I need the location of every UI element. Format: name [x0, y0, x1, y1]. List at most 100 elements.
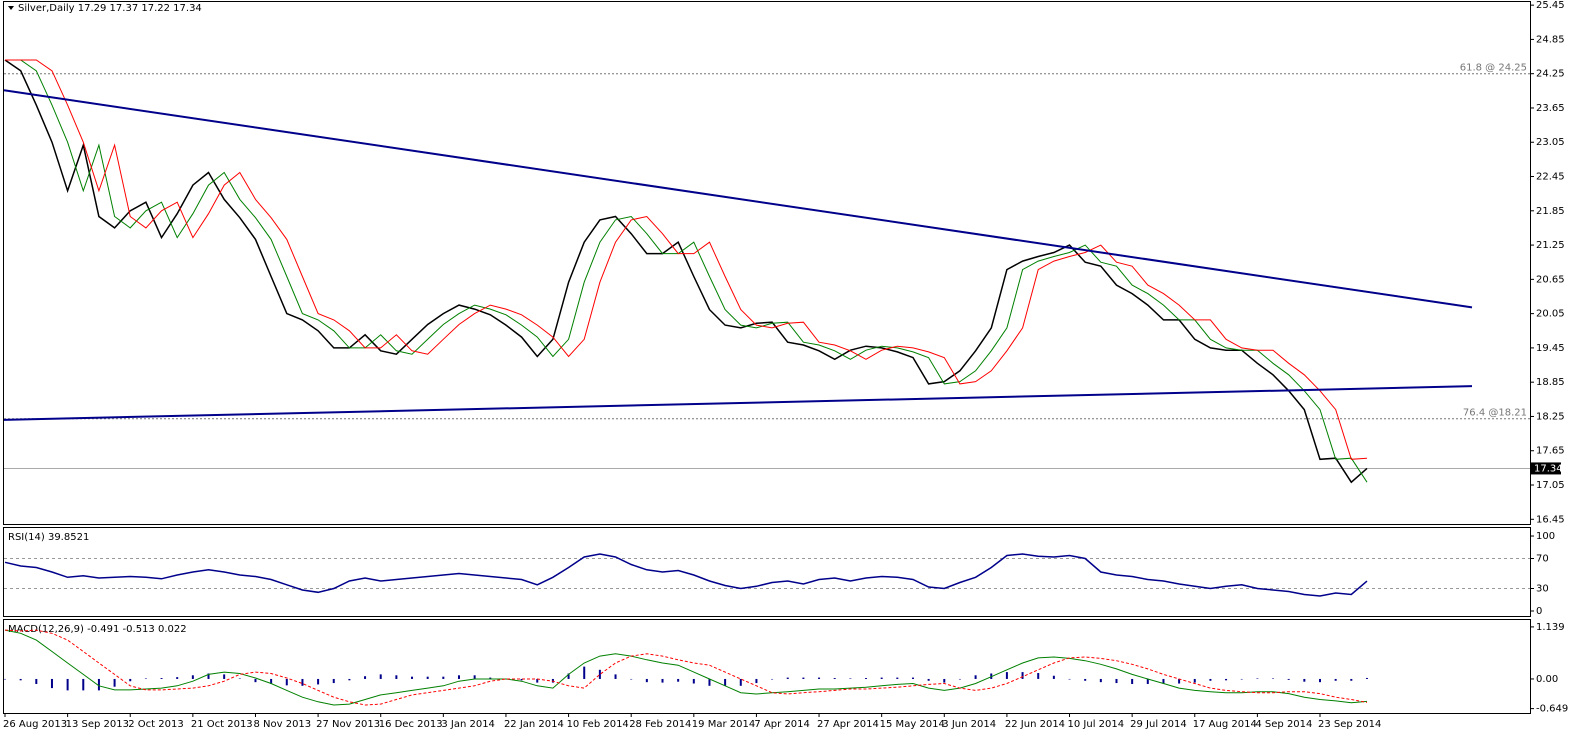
- current-price-box: [1531, 462, 1561, 475]
- histogram-bar: [1303, 678, 1306, 682]
- x-tick-label: 27 Nov 2013: [316, 719, 380, 730]
- histogram-bar: [1131, 678, 1134, 684]
- y-tick-label: 0.00: [1536, 674, 1558, 685]
- histogram-bar: [1334, 678, 1337, 681]
- x-tick-label: 21 Oct 2013: [191, 719, 253, 730]
- histogram-bar: [113, 678, 116, 687]
- menu-arrow: [8, 6, 14, 10]
- histogram-bar: [849, 678, 852, 679]
- histogram-bar: [191, 675, 194, 679]
- histogram-bar: [536, 678, 539, 683]
- histogram-bar: [865, 678, 868, 679]
- y-tick-label: 20.65: [1536, 274, 1565, 285]
- histogram-bar: [692, 678, 695, 684]
- histogram-bar: [160, 678, 163, 679]
- y-tick-label: 1.139: [1536, 622, 1565, 633]
- histogram-bar: [661, 678, 664, 683]
- histogram-bar: [395, 675, 398, 679]
- histogram-bar: [473, 675, 476, 679]
- x-tick-label: 22 Jan 2014: [504, 719, 564, 730]
- histogram-bar: [1115, 678, 1118, 684]
- x-tick-label: 7 Apr 2014: [754, 719, 809, 730]
- histogram-bar: [802, 677, 805, 679]
- histogram-bar: [1209, 678, 1212, 681]
- histogram-bar: [1146, 678, 1149, 684]
- histogram-bar: [1068, 678, 1071, 680]
- x-tick-label: 22 Jun 2014: [1005, 719, 1065, 730]
- series-line: [5, 59, 1368, 483]
- y-tick-label: 24.25: [1536, 69, 1565, 80]
- histogram-bar: [1240, 678, 1243, 680]
- series-line: [5, 59, 1368, 460]
- current-price-label: 17.34: [1534, 463, 1563, 474]
- y-tick-label: 18.25: [1536, 411, 1565, 422]
- histogram-bar: [301, 678, 304, 686]
- histogram-bar: [958, 678, 961, 680]
- histogram-bar: [1193, 678, 1196, 683]
- histogram-bar: [270, 678, 273, 684]
- y-tick-label: 23.65: [1536, 103, 1565, 114]
- histogram-bar: [426, 676, 429, 679]
- histogram-bar: [348, 678, 351, 681]
- histogram-bar: [598, 669, 601, 679]
- histogram-bar: [974, 675, 977, 679]
- x-tick-label: 17 Aug 2014: [1193, 719, 1257, 730]
- histogram-bar: [82, 678, 85, 691]
- trendline: [3, 385, 1473, 421]
- y-tick-label: 22.45: [1536, 172, 1565, 183]
- histogram-bar: [457, 675, 460, 679]
- histogram-bar: [724, 678, 727, 686]
- histogram-bar: [1319, 678, 1321, 683]
- y-tick-label: 17.65: [1536, 446, 1565, 457]
- histogram-bar: [630, 678, 633, 680]
- histogram-bar: [1099, 678, 1102, 683]
- histogram-bar: [739, 678, 742, 686]
- histogram-bar: [1005, 672, 1008, 679]
- histogram-bar: [1178, 678, 1181, 684]
- histogram-bar: [97, 678, 100, 691]
- histogram-bar: [144, 678, 147, 679]
- histogram-bar: [1225, 678, 1228, 681]
- x-tick-label: 29 Jul 2014: [1130, 719, 1187, 730]
- fib-label: 61.8 @ 24.25: [1460, 63, 1527, 74]
- chart-title: Silver,Daily 17.29 17.37 17.22 17.34: [18, 3, 202, 14]
- y-tick-label: 20.05: [1536, 309, 1565, 320]
- price-panel: [3, 1, 1531, 525]
- histogram-bar: [1365, 677, 1368, 679]
- x-tick-label: 10 Jul 2014: [1068, 719, 1125, 730]
- histogram-bar: [614, 674, 617, 679]
- histogram-bar: [129, 678, 132, 682]
- x-tick-label: 27 Apr 2014: [817, 719, 879, 730]
- histogram-bar: [317, 678, 320, 685]
- y-tick-label: 17.05: [1536, 480, 1565, 491]
- x-tick-label: 8 Nov 2013: [253, 719, 311, 730]
- histogram-bar: [1021, 672, 1024, 679]
- histogram-bar: [771, 678, 774, 680]
- y-tick-label: 100: [1536, 531, 1555, 542]
- histogram-bar: [50, 678, 53, 689]
- histogram-bar: [1052, 675, 1055, 679]
- histogram-bar: [755, 678, 758, 684]
- histogram-bar: [254, 678, 257, 683]
- x-tick-label: 16 Dec 2013: [379, 719, 443, 730]
- macd-line: [4, 629, 1368, 706]
- x-tick-label: 19 Mar 2014: [692, 719, 755, 730]
- histogram-bar: [677, 678, 680, 682]
- x-tick-label: 4 Sep 2014: [1255, 719, 1312, 730]
- y-tick-label: 23.05: [1536, 137, 1565, 148]
- histogram-bar: [19, 678, 22, 681]
- histogram-bar: [927, 678, 930, 681]
- histogram-bar: [1272, 678, 1275, 679]
- histogram-bar: [238, 678, 241, 679]
- histogram-bar: [833, 678, 836, 679]
- histogram-bar: [645, 678, 648, 683]
- histogram-bar: [489, 677, 492, 679]
- y-tick-label: 21.85: [1536, 206, 1565, 217]
- histogram-bar: [1037, 673, 1040, 679]
- trendline: [3, 89, 1473, 309]
- histogram-bar: [332, 678, 335, 684]
- histogram-bar: [583, 666, 586, 679]
- histogram-bar: [708, 678, 711, 686]
- histogram-bar: [786, 677, 789, 679]
